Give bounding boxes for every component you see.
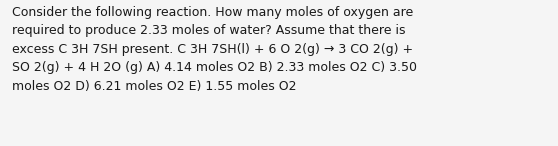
Text: Consider the following reaction. How many moles of oxygen are
required to produc: Consider the following reaction. How man…: [12, 6, 417, 93]
